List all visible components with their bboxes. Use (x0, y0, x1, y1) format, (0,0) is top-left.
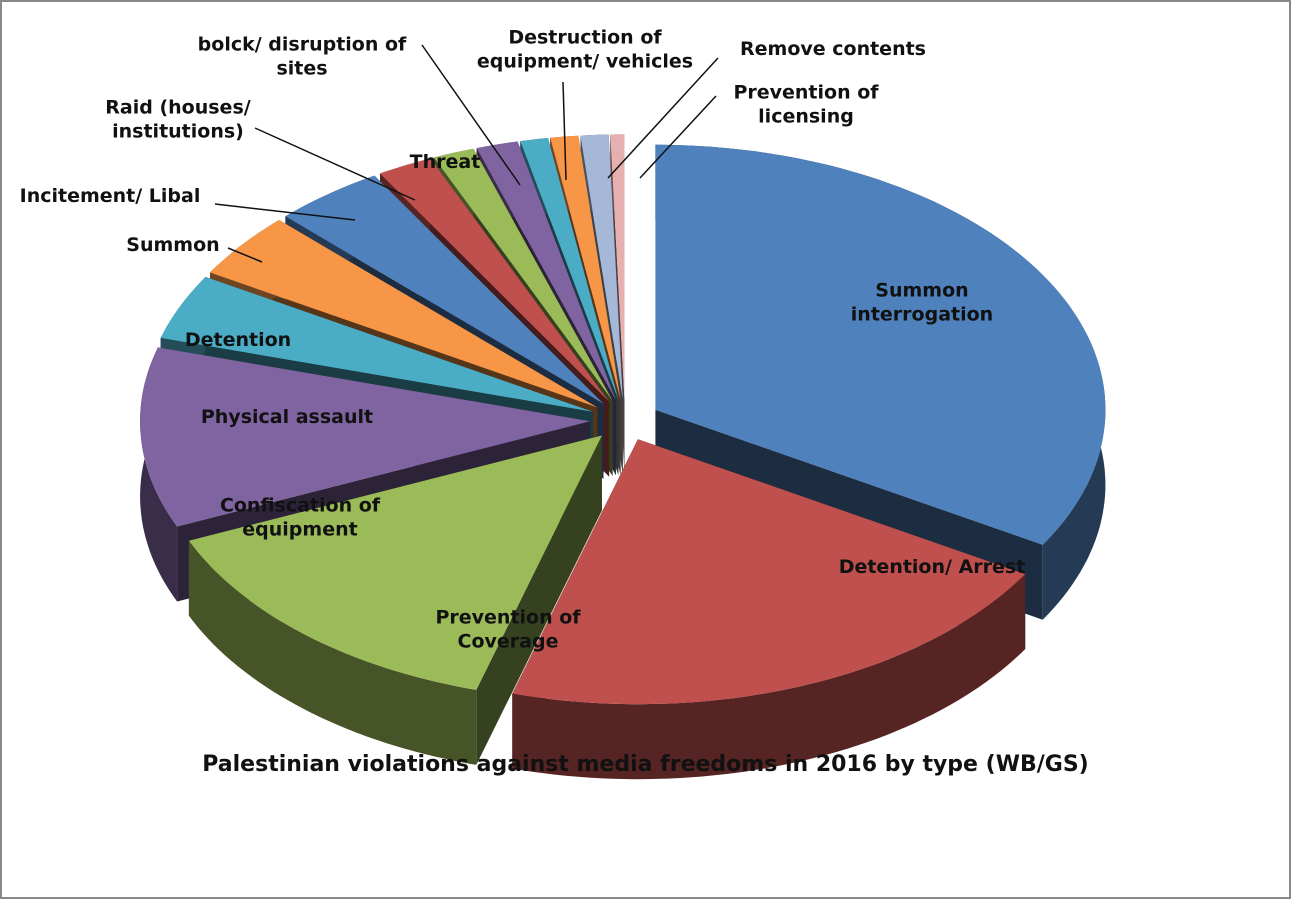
leader-line (227, 247, 263, 263)
slice-label: Prevention of licensing (733, 81, 879, 127)
slice (160, 276, 593, 412)
slice-label: Threat (409, 151, 481, 174)
slice (433, 148, 613, 401)
slice-label: Physical assault (200, 406, 374, 429)
slice-label: bolck/ disruption of sites (197, 33, 407, 79)
slice-side (188, 540, 477, 765)
slice (188, 435, 602, 690)
slice (655, 144, 1106, 545)
leader-line (639, 95, 717, 179)
slice (610, 134, 625, 400)
slice-label: Raid (houses/ institutions) (105, 96, 251, 142)
slice (512, 439, 1026, 705)
slice (550, 135, 621, 400)
slice (520, 138, 619, 400)
slice-label: Summon interrogation (850, 279, 994, 325)
slice (476, 141, 616, 401)
slice (580, 134, 623, 400)
slice-side (512, 574, 1026, 780)
slice (210, 220, 598, 408)
leader-line (254, 127, 416, 201)
leader-lines (214, 44, 719, 263)
slice-label: Confiscation of equipment (219, 494, 381, 540)
slice-label: Detention/ Arrest (838, 556, 1026, 579)
leader-line (607, 57, 719, 179)
slice-label: Prevention of Coverage (435, 606, 581, 652)
slice (380, 158, 610, 402)
slice-label: Incitement/ Libal (19, 185, 201, 208)
slices (140, 134, 1106, 780)
slice-label: Remove contents (740, 38, 926, 61)
slice (285, 175, 604, 404)
slice (140, 347, 591, 527)
leader-line (214, 203, 356, 221)
chart-title: Palestinian violations against media fre… (202, 752, 1089, 777)
slice-label: Summon (126, 234, 220, 257)
leader-line (562, 81, 567, 181)
slice-label: Destruction of equipment/ vehicles (476, 26, 694, 72)
slice-label: Detention (184, 329, 292, 352)
leader-line (421, 44, 521, 186)
